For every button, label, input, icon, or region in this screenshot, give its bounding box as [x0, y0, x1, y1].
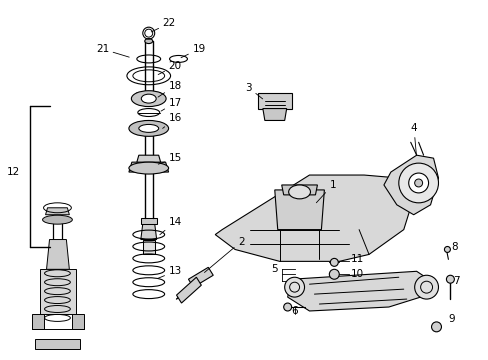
Circle shape [414, 275, 438, 299]
Text: 8: 8 [450, 243, 457, 252]
Ellipse shape [129, 162, 168, 174]
Polygon shape [45, 208, 69, 215]
Ellipse shape [139, 125, 158, 132]
Circle shape [330, 258, 338, 266]
Circle shape [431, 322, 441, 332]
Ellipse shape [131, 91, 166, 107]
Text: 14: 14 [160, 217, 182, 235]
Polygon shape [287, 271, 427, 311]
Ellipse shape [288, 185, 310, 199]
Text: 9: 9 [447, 314, 454, 324]
Text: 5: 5 [270, 264, 277, 274]
Text: 15: 15 [158, 153, 182, 164]
Text: 18: 18 [158, 81, 182, 97]
Polygon shape [188, 267, 213, 287]
Text: 1: 1 [316, 180, 335, 203]
Circle shape [398, 163, 438, 203]
Text: 21: 21 [96, 44, 129, 57]
Polygon shape [383, 155, 438, 215]
Ellipse shape [144, 39, 152, 44]
Circle shape [283, 303, 291, 311]
Text: 12: 12 [6, 167, 20, 177]
Ellipse shape [141, 94, 156, 103]
Ellipse shape [129, 121, 168, 136]
Polygon shape [40, 269, 76, 314]
Polygon shape [257, 93, 291, 109]
Polygon shape [176, 277, 201, 303]
Text: 4: 4 [410, 123, 416, 156]
Ellipse shape [42, 215, 72, 224]
Text: 7: 7 [452, 276, 459, 286]
Text: 11: 11 [350, 255, 364, 264]
Text: 17: 17 [161, 98, 182, 111]
Polygon shape [263, 109, 286, 121]
Text: 3: 3 [245, 83, 262, 99]
Polygon shape [46, 239, 69, 269]
Circle shape [414, 179, 422, 187]
Polygon shape [72, 314, 84, 329]
Polygon shape [35, 339, 80, 349]
Polygon shape [281, 185, 317, 195]
Text: 22: 22 [151, 18, 176, 32]
Text: 6: 6 [291, 306, 297, 316]
Text: 13: 13 [158, 266, 182, 278]
Circle shape [444, 247, 449, 252]
Polygon shape [137, 155, 161, 162]
Polygon shape [142, 239, 154, 255]
Polygon shape [141, 224, 156, 239]
Polygon shape [141, 218, 156, 224]
Polygon shape [215, 175, 413, 261]
Text: 2: 2 [204, 237, 244, 273]
Text: 19: 19 [181, 44, 205, 58]
Polygon shape [274, 190, 324, 230]
Circle shape [446, 275, 453, 283]
Text: 10: 10 [350, 269, 364, 279]
Text: 20: 20 [158, 61, 182, 75]
Circle shape [284, 277, 304, 297]
Circle shape [328, 269, 339, 279]
Polygon shape [129, 162, 168, 172]
Polygon shape [32, 314, 43, 329]
Circle shape [408, 173, 427, 193]
Text: 16: 16 [163, 113, 182, 129]
